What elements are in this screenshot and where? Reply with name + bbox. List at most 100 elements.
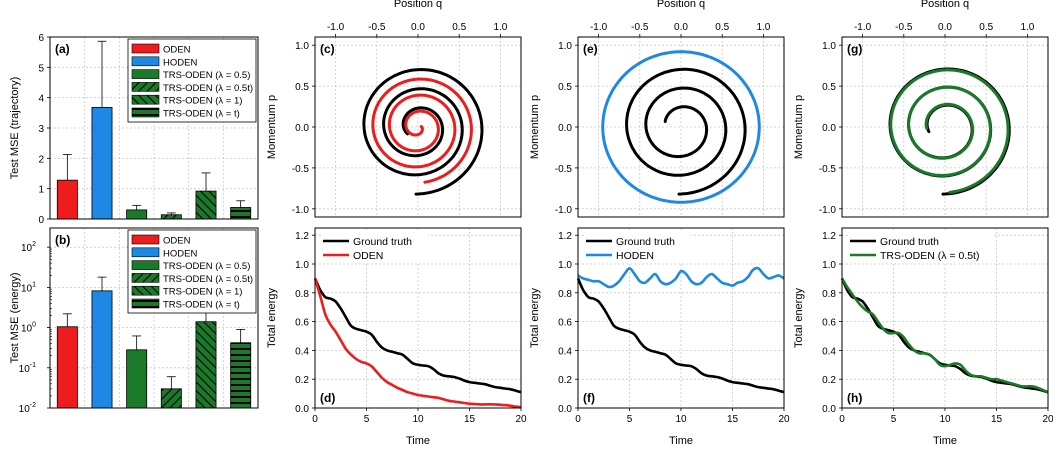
panel-a-ytick-label: 6 <box>38 33 44 44</box>
panel-a-legend-item: TRS-ODEN (λ = 0.5t) <box>163 83 253 94</box>
panel-b-legend-item: HODEN <box>163 248 197 259</box>
panel-b-ytick-label: 100 <box>21 322 36 335</box>
panel-a-legend-swatch <box>131 56 160 67</box>
panel-h-xtick-label: 5 <box>891 414 897 425</box>
panel-g-ytick-label: 0.5 <box>822 82 836 93</box>
panel-c-xtick-label: -0.5 <box>368 22 386 33</box>
panel-c-xtick-label: 0.5 <box>452 22 466 33</box>
panel-c-ytick-label: -1.0 <box>292 205 310 216</box>
panel-e-xtick-label: -0.5 <box>631 22 649 33</box>
panel-e-series-1 <box>625 67 747 196</box>
panel-g-series-1 <box>889 68 1010 194</box>
panel-d-ytick-label: 0.8 <box>295 289 309 300</box>
panel-b-legend-item: ODEN <box>163 236 191 247</box>
panel-a-ylabel: Test MSE (trajectory) <box>9 77 21 180</box>
panel-b-frame <box>49 227 259 409</box>
panel-e-ytick-label: 0.5 <box>558 82 572 93</box>
panel-b-legend-item: TRS-ODEN (λ = t) <box>163 300 240 311</box>
panel-g-ylabel: Momentum p <box>793 95 805 159</box>
panel-d-xtick-label: 20 <box>515 414 527 425</box>
panel-h-ylabel: Total energy <box>793 288 805 348</box>
panel-f-label: (f) <box>583 391 595 405</box>
panel-g-xtick-label: -1.0 <box>854 22 872 33</box>
panel-e-ytick-label: -1.0 <box>555 205 573 216</box>
panel-c-label: (c) <box>320 42 335 56</box>
panel-f-series-0 <box>576 277 785 394</box>
panel-g-xtick-label: -0.5 <box>895 22 913 33</box>
panel-a-legend-item: TRS-ODEN (λ = t) <box>163 109 240 120</box>
panel-d-label: (d) <box>320 391 335 405</box>
panel-f-xtick-label: 5 <box>627 414 633 425</box>
panel-c-ylabel: Momentum p <box>266 95 278 159</box>
panel-e-ytick-label: 1.0 <box>558 41 572 52</box>
panel-b-bar <box>160 388 182 409</box>
panel-d-ytick-label: 0.4 <box>295 346 309 357</box>
panel-h-ytick-label: 0.6 <box>822 318 836 329</box>
panel-h-xtick-label: 0 <box>839 414 845 425</box>
panel-a-legend-swatch <box>131 107 160 118</box>
panel-d-xtick-label: 0 <box>312 414 318 425</box>
panel-h-label: (h) <box>847 391 862 405</box>
panel-e-series-0 <box>601 50 761 204</box>
panel-h-ytick-label: 0.8 <box>822 289 836 300</box>
panel-g-xtick-label: 1.0 <box>1020 22 1034 33</box>
panel-e-label: (e) <box>583 42 598 56</box>
panel-b-bar <box>230 342 252 409</box>
panel-f-legend-item: HODEN <box>616 250 654 262</box>
panel-g-ytick-label: -1.0 <box>819 205 837 216</box>
panel-a-legend-swatch <box>131 82 160 92</box>
panel-c-ytick-label: 0.5 <box>295 82 309 93</box>
panel-a-label: (a) <box>55 42 70 56</box>
panel-b-legend-swatch <box>131 247 160 258</box>
panel-f-ytick-label: 0.4 <box>558 346 572 357</box>
panel-b-bar <box>91 290 113 409</box>
panel-f-ytick-label: 0.2 <box>558 375 572 386</box>
panel-h-xtick-label: 20 <box>1042 414 1053 425</box>
panel-a-bar <box>195 190 217 220</box>
panel-b-legend-item: TRS-ODEN (λ = 0.5t) <box>163 274 253 285</box>
panel-b-legend-swatch <box>131 285 160 296</box>
panel-c-xlabel: Position q <box>394 0 442 10</box>
panel-b-bar <box>195 321 217 409</box>
panel-d-series-0 <box>313 277 522 394</box>
panel-a-ytick-label: 2 <box>38 154 44 165</box>
panel-c-series-1 <box>371 77 473 184</box>
panel-b-legend-swatch <box>131 260 160 270</box>
panel-e-xtick-label: -1.0 <box>590 22 608 33</box>
panel-g-xtick-label: 0.5 <box>979 22 993 33</box>
panel-a-bar <box>230 207 252 220</box>
panel-e-xtick-label: 1.0 <box>756 22 770 33</box>
panel-c-ytick-label: 1.0 <box>295 41 309 52</box>
panel-g-ytick-label: 1.0 <box>822 41 836 52</box>
panel-a-bar <box>56 179 78 220</box>
panel-a-ytick-label: 3 <box>38 124 44 135</box>
panel-d-legend-item: ODEN <box>353 250 383 262</box>
panel-g-ytick-label: -0.5 <box>819 164 837 175</box>
panel-b-ytick-label: 102 <box>21 241 36 254</box>
panel-h-xtick-label: 10 <box>939 414 951 425</box>
panel-d-series-1 <box>313 278 522 409</box>
panel-d-ytick-label: 0.2 <box>295 375 309 386</box>
panel-b-legend-swatch <box>131 234 160 245</box>
panel-a-legend-item: TRS-ODEN (λ = 1) <box>163 96 242 107</box>
panel-d-ytick-label: 0.0 <box>295 404 309 415</box>
panel-d-xtick-label: 10 <box>412 414 424 425</box>
panel-a-bar <box>91 106 113 220</box>
panel-f-ytick-label: 1.2 <box>558 231 572 242</box>
panel-b-label: (b) <box>55 233 70 247</box>
panel-h-legend-box <box>848 232 995 262</box>
panel-a-bar <box>160 214 182 220</box>
panel-h-legend-item: TRS-ODEN (λ = 0.5t) <box>880 250 979 262</box>
panel-b-bar <box>56 326 78 409</box>
panel-d-legend-box <box>321 232 429 262</box>
panel-e-ytick-label: -0.5 <box>555 164 573 175</box>
panel-e-ytick-label: 0.0 <box>558 123 572 134</box>
panel-d-ylabel: Total energy <box>266 288 278 348</box>
panel-h-ytick-label: 0.0 <box>822 404 836 415</box>
panel-h-series-0 <box>840 277 1049 394</box>
panel-e-xlabel: Position q <box>657 0 705 10</box>
panel-b-ytick-label: 101 <box>21 281 36 294</box>
panel-h-ytick-label: 0.4 <box>822 346 836 357</box>
panel-a-legend-swatch <box>131 69 160 79</box>
